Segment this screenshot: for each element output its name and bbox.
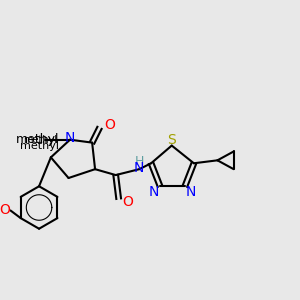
Text: O: O bbox=[122, 195, 133, 208]
Text: methyl: methyl bbox=[16, 133, 59, 146]
Text: N: N bbox=[134, 161, 145, 175]
Text: H: H bbox=[135, 155, 144, 168]
Text: methyl: methyl bbox=[20, 141, 59, 151]
Text: S: S bbox=[167, 133, 176, 147]
Text: N: N bbox=[149, 185, 159, 199]
Text: N: N bbox=[65, 131, 75, 145]
Text: O: O bbox=[0, 203, 10, 218]
Text: methyl: methyl bbox=[23, 135, 58, 145]
Text: O: O bbox=[104, 118, 115, 132]
Text: N: N bbox=[186, 185, 196, 199]
